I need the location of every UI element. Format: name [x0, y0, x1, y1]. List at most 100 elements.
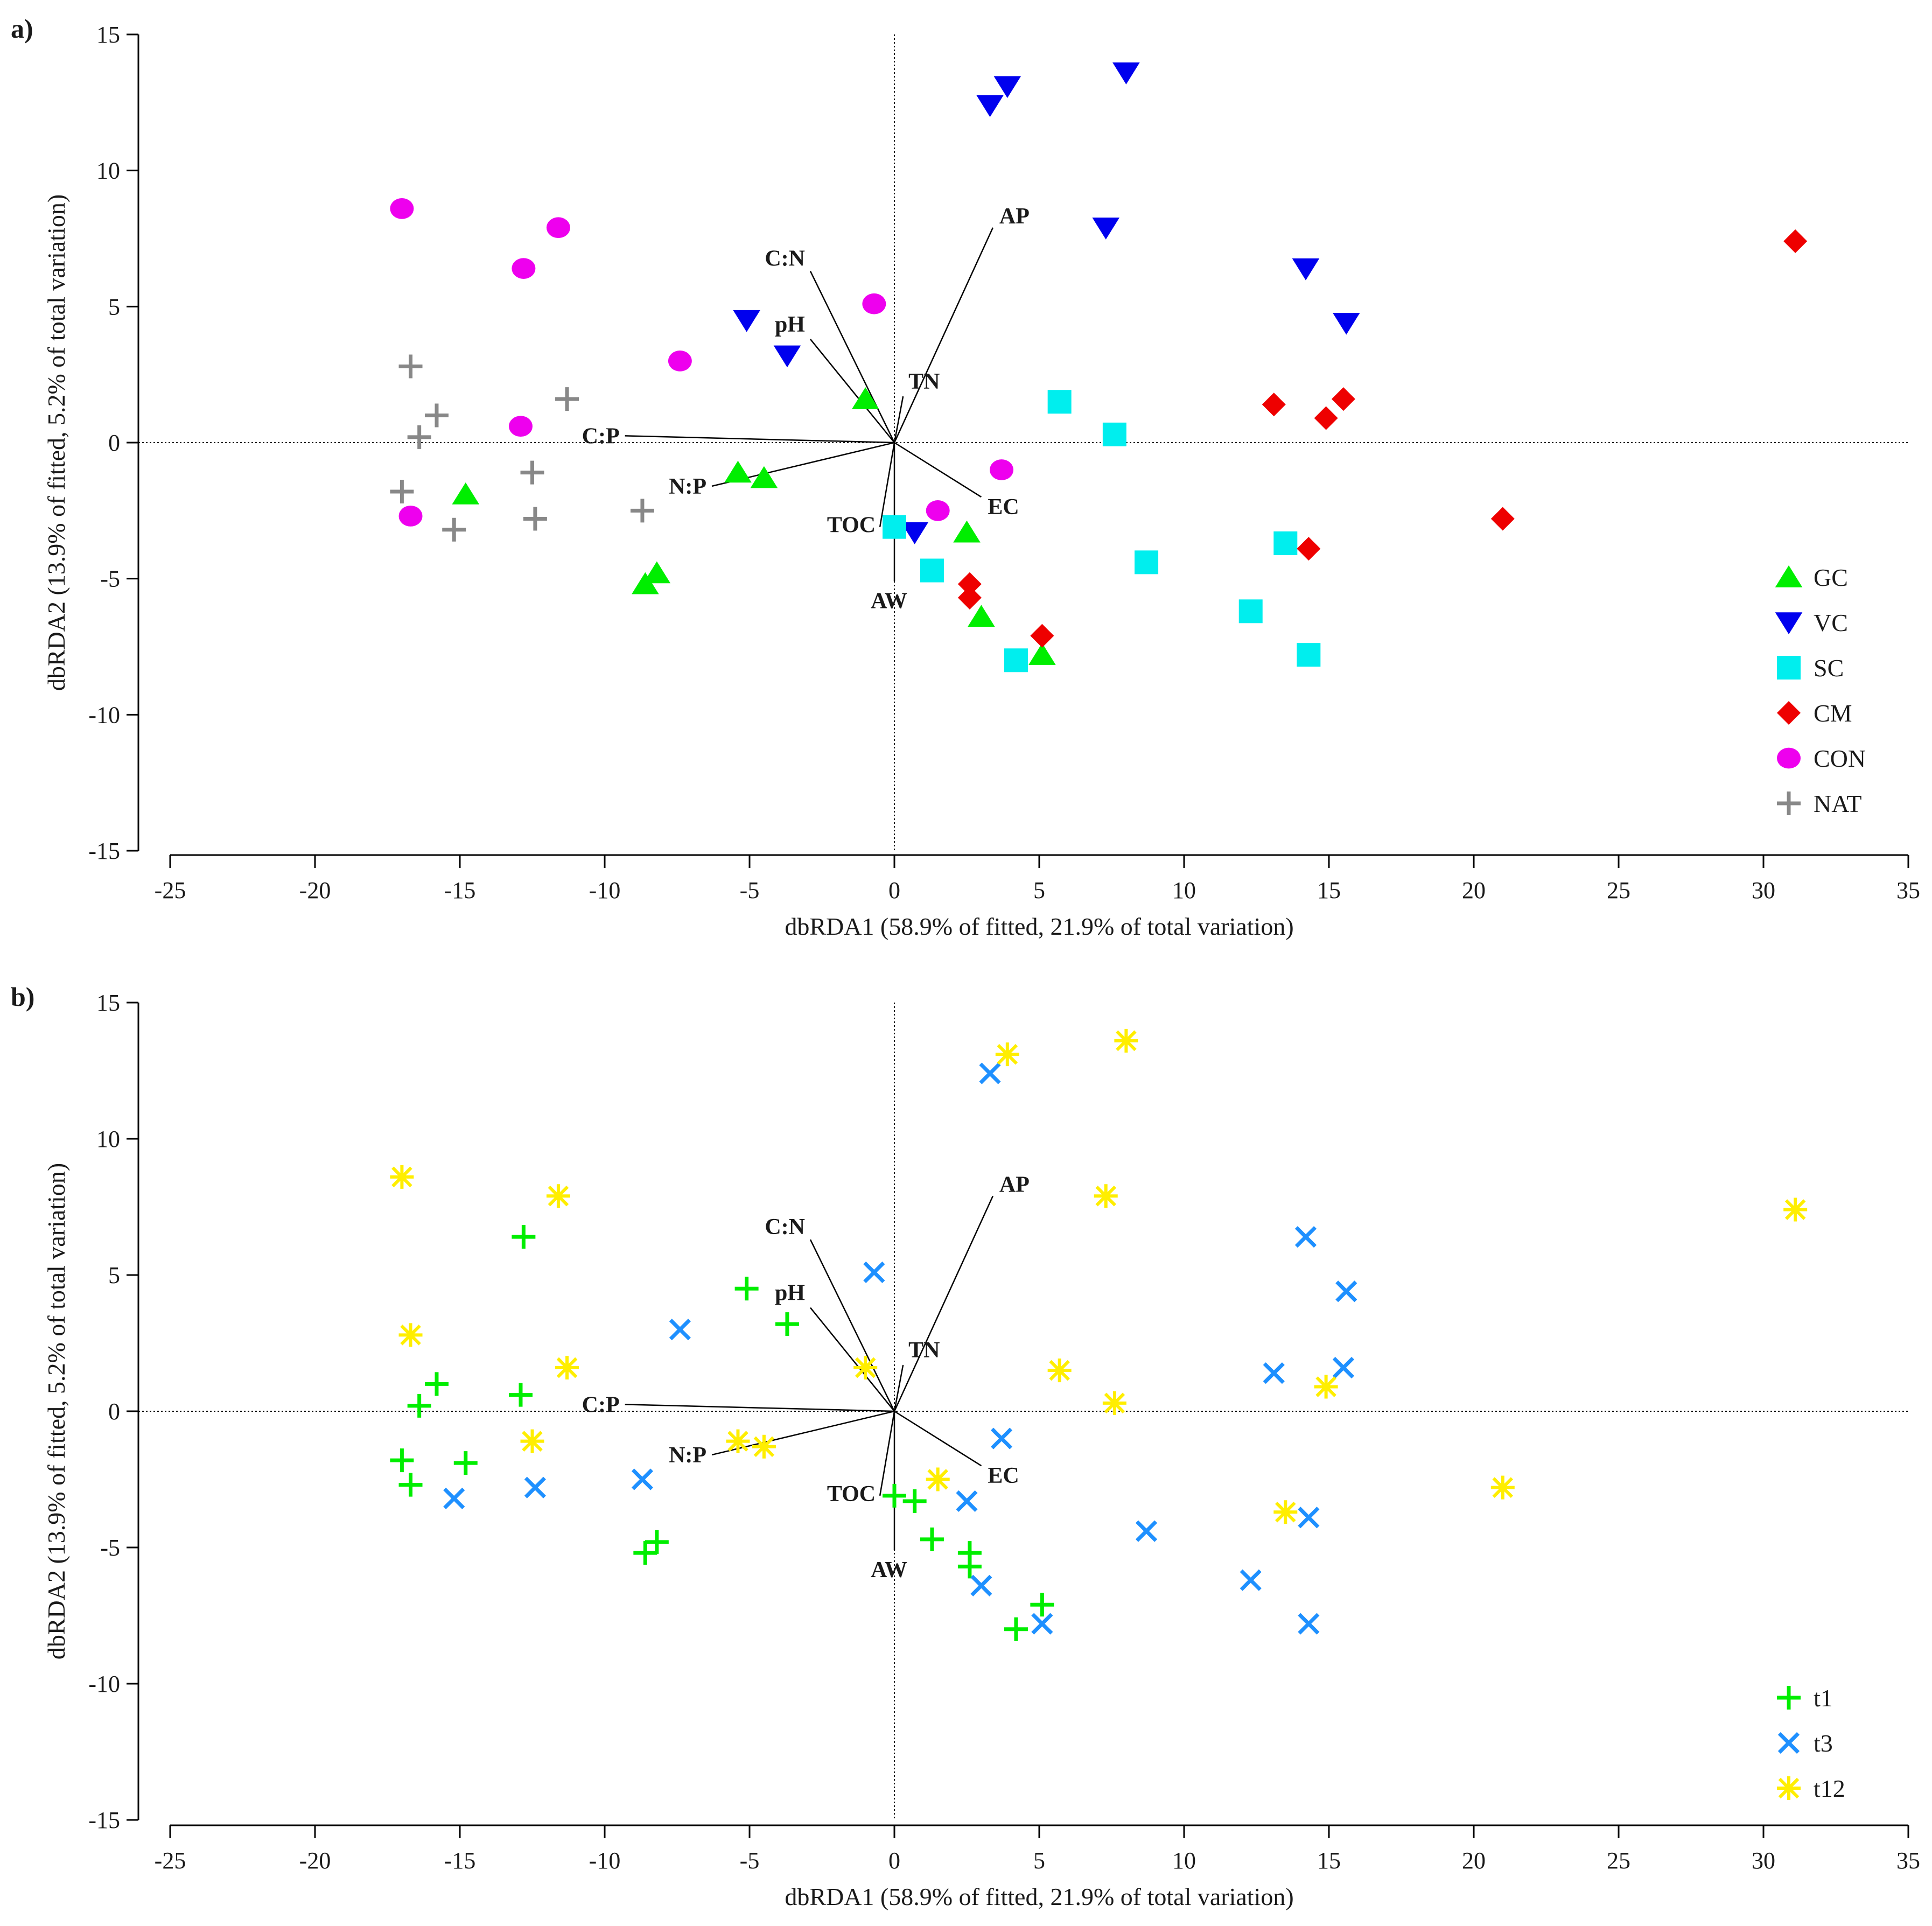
point-t12: [398, 1323, 423, 1347]
vector-ap: [893, 1195, 994, 1412]
point-gc: [851, 387, 879, 409]
point-t12: [926, 1467, 950, 1491]
point-t1: [883, 1483, 906, 1508]
x-tick-label: -15: [444, 1847, 476, 1874]
point-t1: [957, 1554, 982, 1579]
point-t12: [546, 1184, 570, 1208]
point-gc: [632, 572, 659, 594]
point-t1: [453, 1451, 478, 1475]
y-tick-label: 0: [108, 1398, 120, 1425]
x-tick-label: 25: [1607, 1847, 1630, 1874]
point-t3: [1298, 1507, 1320, 1529]
point-vc: [773, 345, 801, 368]
x-tick-label: 35: [1896, 877, 1920, 904]
y-tick-label: 15: [96, 22, 120, 48]
x-axis-title: dbRDA1 (58.9% of fitted, 21.9% of total …: [785, 1883, 1293, 1910]
point-nat: [523, 507, 547, 531]
point-t3: [956, 1490, 978, 1512]
legend-marker-sc: [1777, 656, 1801, 680]
point-t12: [1047, 1358, 1072, 1383]
panel-label: a): [11, 13, 33, 44]
point-con: [546, 217, 570, 239]
point-sc: [1135, 550, 1159, 575]
y-axis-title: dbRDA2 (13.9% of fitted, 5.2% of total v…: [43, 1163, 70, 1659]
panel-b: b) 15 10 5 0 -5 -10 -15 dbRDA2 (13.9% of fitted,…: [11, 982, 1920, 1910]
point-con: [990, 459, 1014, 480]
vector-label: N:P: [669, 474, 706, 499]
point-cm: [1314, 406, 1338, 430]
point-t12: [752, 1434, 776, 1459]
point-t1: [512, 1225, 536, 1249]
point-sc: [1238, 599, 1263, 624]
y-tick-label: -15: [88, 838, 120, 864]
y-tick-label: -10: [88, 702, 120, 728]
panel-label: b): [11, 982, 34, 1012]
legend-marker-vc: [1775, 612, 1803, 634]
point-t1: [1004, 1617, 1028, 1641]
legend-marker-t3: [1777, 1732, 1800, 1754]
vector-tn: [893, 396, 904, 443]
x-tick-label: 15: [1317, 877, 1341, 904]
point-t12: [1094, 1184, 1118, 1208]
point-t3: [1294, 1226, 1317, 1248]
point-t3: [970, 1574, 992, 1596]
vector-ec: [894, 1410, 982, 1467]
vector-label: C:P: [582, 1392, 620, 1417]
point-t1: [645, 1530, 669, 1554]
point-cm: [1490, 507, 1515, 531]
point-nat: [520, 460, 544, 485]
vector-ph: [810, 339, 895, 443]
point-cm: [1030, 624, 1054, 648]
vector-toc: [879, 442, 895, 527]
point-t3: [1298, 1613, 1320, 1635]
x-tick-label: 20: [1462, 877, 1486, 904]
vector-label: C:N: [765, 1215, 805, 1239]
y-tick-label: 15: [96, 990, 120, 1016]
x-tick-label: -20: [299, 877, 331, 904]
vector-label: TOC: [827, 513, 876, 538]
vector-label: TN: [908, 1338, 940, 1363]
x-tick-label: 5: [1033, 877, 1045, 904]
point-sc: [1102, 422, 1126, 446]
x-tick-label: 15: [1317, 1847, 1341, 1874]
legend-label: CON: [1814, 745, 1866, 772]
point-t12: [390, 1165, 414, 1189]
point-cm: [957, 586, 982, 610]
vector-label: AP: [999, 1172, 1030, 1197]
x-tick-label: -5: [740, 877, 760, 904]
point-t3: [631, 1468, 654, 1490]
panel-a: a) 15 10 5 0 -5 -10 -15 dbRDA2 (13.9% of fitted,…: [11, 13, 1920, 940]
legend-label: t1: [1814, 1684, 1833, 1712]
point-con: [512, 258, 536, 279]
y-tick-label: 10: [96, 158, 120, 184]
point-nat: [398, 354, 423, 379]
point-gc: [1028, 643, 1056, 665]
y-tick-label: 5: [108, 1262, 120, 1288]
vector-label: TOC: [827, 1482, 876, 1507]
point-con: [508, 416, 533, 437]
x-tick-label: 0: [888, 877, 900, 904]
vector-ph: [810, 1307, 895, 1412]
legend-label: t12: [1814, 1775, 1845, 1802]
vector-label: C:P: [582, 424, 620, 449]
x-tick-label: 30: [1752, 1847, 1775, 1874]
point-sc: [1297, 643, 1321, 667]
vector-label: AW: [871, 1558, 907, 1582]
point-t12: [1490, 1475, 1515, 1500]
point-t12: [726, 1429, 750, 1453]
vector-label: AW: [871, 589, 907, 614]
x-tick-label: 25: [1607, 877, 1630, 904]
point-vc: [1112, 62, 1140, 85]
vector-label: EC: [988, 495, 1019, 520]
point-t3: [1335, 1280, 1357, 1302]
point-nat: [630, 499, 654, 523]
vector-label: AP: [999, 204, 1030, 229]
point-vc: [976, 95, 1004, 117]
point-t3: [1332, 1356, 1354, 1379]
point-nat: [442, 517, 466, 542]
legend-marker-t1: [1777, 1686, 1801, 1710]
point-vc: [901, 522, 928, 544]
point-t1: [920, 1527, 944, 1551]
legend-marker-cm: [1777, 701, 1801, 725]
